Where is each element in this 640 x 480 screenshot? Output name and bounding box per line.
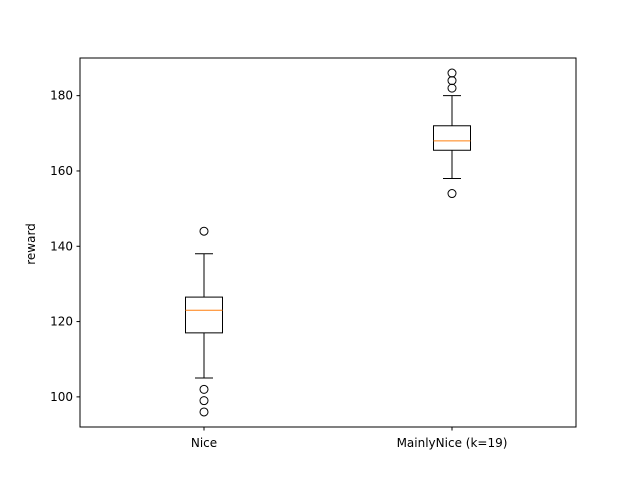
iqr-box	[185, 296, 223, 334]
y-tick-label: 160	[50, 164, 73, 178]
outlier-point	[199, 407, 209, 417]
x-axis: Nice MainlyNice (k=19)	[191, 427, 508, 450]
x-tick-label: Nice	[191, 436, 217, 450]
outlier-point	[199, 384, 209, 394]
x-tick-label: MainlyNice (k=19)	[397, 436, 508, 450]
outlier-point	[447, 189, 457, 199]
box-group	[185, 226, 223, 417]
outlier-point	[199, 226, 209, 236]
y-tick-label: 180	[50, 89, 73, 103]
y-axis-label: reward	[24, 223, 38, 265]
plot-area	[80, 58, 576, 427]
y-axis: 100 120 140 160 180	[50, 89, 80, 404]
y-tick-label: 140	[50, 239, 73, 253]
iqr-box	[433, 125, 471, 151]
y-tick-label: 120	[50, 315, 73, 329]
plot-frame	[79, 57, 577, 428]
box-group	[433, 68, 471, 199]
y-tick-label: 100	[50, 390, 73, 404]
outlier-point	[199, 396, 209, 406]
boxes-layer	[185, 68, 471, 417]
outlier-point	[447, 83, 457, 93]
